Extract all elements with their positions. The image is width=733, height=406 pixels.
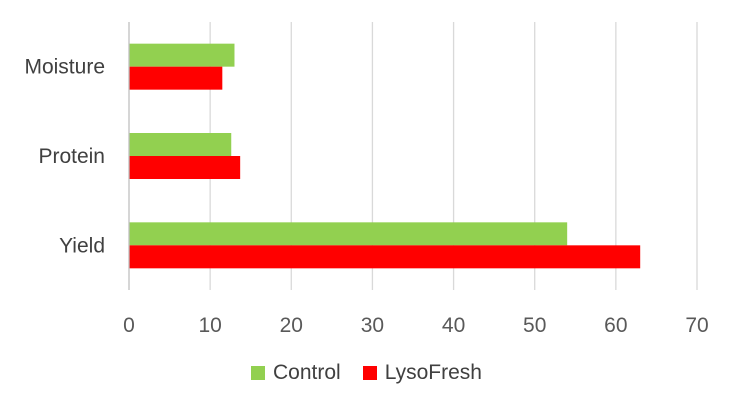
x-tick-label-70: 70: [685, 314, 708, 337]
y-tick-label-protein: Protein: [38, 145, 105, 168]
bars: [129, 43, 641, 269]
legend-swatch-lysofresh: [362, 366, 377, 380]
bar-moisture-lysofresh: [129, 66, 223, 90]
x-tick-label-30: 30: [361, 314, 384, 337]
gridlines: [209, 22, 698, 290]
bar-protein-lysofresh: [129, 156, 241, 179]
y-tick-label-yield: Yield: [59, 234, 105, 257]
x-tick-label-40: 40: [442, 314, 465, 337]
legend-swatch-control: [251, 366, 266, 380]
x-tick-label-60: 60: [604, 314, 627, 337]
legend-item-lysofresh: LysoFresh: [362, 361, 482, 385]
bar-yield-control: [129, 222, 568, 246]
x-tick-label-10: 10: [198, 314, 221, 337]
bar-protein-control: [129, 133, 232, 156]
bar-yield-lysofresh: [129, 245, 641, 269]
legend-label-lysofresh: LysoFresh: [384, 361, 482, 384]
y-tick-label-moisture: Moisture: [24, 56, 105, 79]
legend: Control LysoFresh: [0, 358, 733, 388]
x-tick-label-20: 20: [280, 314, 303, 337]
bar-moisture-control: [129, 43, 235, 67]
legend-label-control: Control: [273, 361, 341, 384]
x-tick-label-0: 0: [123, 314, 135, 337]
labels: 0 10 20 30 40 50 60 70 Moisture Protein Yield: [24, 56, 708, 337]
legend-item-control: Control: [251, 361, 341, 385]
x-tick-label-50: 50: [523, 314, 546, 337]
